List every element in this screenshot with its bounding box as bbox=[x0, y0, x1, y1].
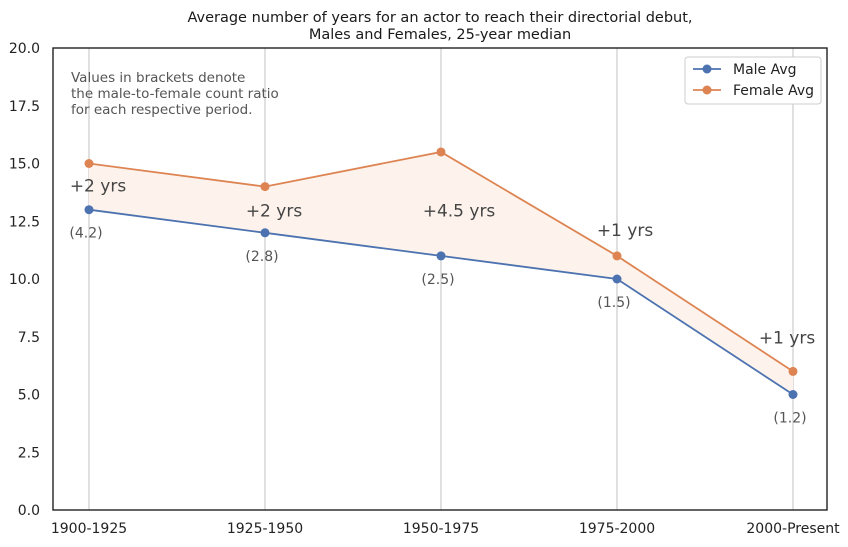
y-tick-label: 10.0 bbox=[9, 272, 40, 288]
gap-label: +1 yrs bbox=[759, 328, 816, 348]
chart-title-line2: Males and Females, 25-year median bbox=[309, 27, 571, 43]
annotation-note-line: for each respective period. bbox=[71, 102, 253, 118]
y-tick-label: 2.5 bbox=[18, 445, 40, 461]
data-point-male bbox=[436, 251, 446, 261]
plot-frame bbox=[52, 47, 828, 511]
y-tick-label: 15.0 bbox=[9, 157, 40, 173]
ratio-label: (2.5) bbox=[421, 272, 454, 288]
x-tick-label: 1975-2000 bbox=[579, 521, 655, 537]
y-tick-label: 5.0 bbox=[18, 388, 40, 404]
x-tick-label: 2000-Present bbox=[746, 521, 840, 537]
legend-label: Female Avg bbox=[733, 83, 814, 99]
data-point-female bbox=[436, 147, 446, 157]
legend-label: Male Avg bbox=[733, 62, 797, 78]
data-point-male bbox=[84, 205, 94, 215]
gap-label: +2 yrs bbox=[70, 177, 127, 197]
y-tick-label: 12.5 bbox=[9, 214, 40, 230]
gap-label: +4.5 yrs bbox=[423, 202, 496, 222]
gap-label: +2 yrs bbox=[246, 202, 303, 222]
chart-title-line1: Average number of years for an actor to … bbox=[187, 10, 692, 26]
data-point-female bbox=[84, 159, 94, 168]
data-point-male bbox=[788, 390, 798, 399]
plot-area: +2 yrs +2 yrs +4.5 yrs +1 yrs +1 yrs (4.2) (2.… bbox=[9, 41, 840, 537]
ratio-label: (1.5) bbox=[597, 295, 630, 311]
ratio-label: (1.2) bbox=[773, 411, 806, 427]
data-point-female bbox=[788, 366, 798, 376]
data-point-male bbox=[260, 228, 270, 238]
data-point-female bbox=[612, 251, 622, 261]
data-point-male bbox=[612, 274, 622, 284]
y-tick-label: 0.0 bbox=[18, 503, 40, 519]
gap-label: +1 yrs bbox=[597, 221, 654, 241]
gap-fill-area bbox=[89, 151, 793, 395]
x-tick-label: 1950-1975 bbox=[403, 521, 479, 537]
legend-marker bbox=[702, 85, 712, 95]
x-tick-label: 1925-1950 bbox=[227, 521, 303, 537]
annotation-note-line: Values in brackets denote bbox=[71, 70, 245, 86]
y-tick-label: 17.5 bbox=[9, 99, 40, 115]
y-tick-label: 7.5 bbox=[18, 330, 40, 346]
y-tick-label: 20.0 bbox=[9, 41, 40, 57]
chart-title: Average number of years for an actor to … bbox=[187, 10, 692, 43]
data-point-female bbox=[260, 182, 270, 192]
x-tick-label: 1900-1925 bbox=[51, 521, 127, 537]
ratio-label: (4.2) bbox=[69, 226, 102, 242]
ratio-label: (2.8) bbox=[245, 249, 278, 265]
legend: Male Avg Female Avg bbox=[684, 56, 822, 105]
annotation-note-line: the male-to-female count ratio bbox=[71, 86, 279, 102]
legend-marker bbox=[702, 64, 712, 74]
